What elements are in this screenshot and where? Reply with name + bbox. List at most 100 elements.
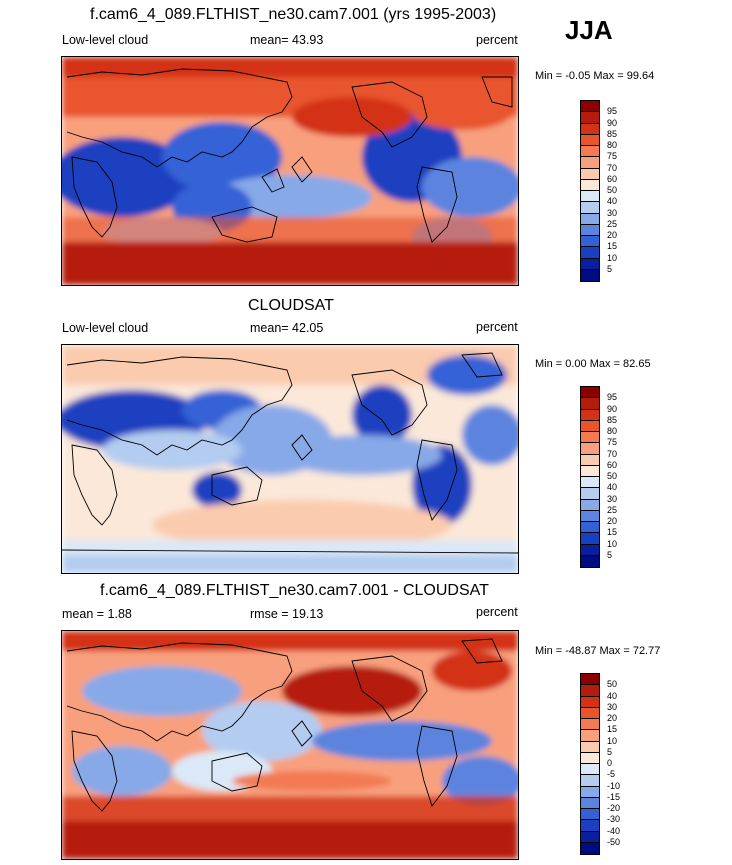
colorbar-segments: [581, 674, 599, 854]
colorbar-tick-label: 95: [607, 106, 618, 117]
colorbar-tick-label: -30: [607, 814, 621, 825]
colorbar-swatch: [581, 809, 599, 821]
colorbar-swatch: [581, 224, 599, 236]
colorbar-swatch: [581, 786, 599, 798]
colorbar-tick-label: 80: [607, 426, 618, 436]
colorbar-swatch: [581, 730, 599, 742]
colorbar-swatch: [581, 488, 599, 500]
colorbar-tick-label: 20: [607, 230, 618, 240]
colorbar-tick-label: 90: [607, 117, 618, 128]
season-label: JJA: [565, 15, 613, 45]
colorbar-tick-label: 5: [607, 746, 613, 757]
colorbar-swatch: [581, 236, 599, 248]
colorbar-tick-label: 30: [607, 701, 618, 712]
colorbar-swatch: [581, 741, 599, 753]
colorbar-swatch: [581, 146, 599, 158]
colorbar-swatch: [581, 752, 599, 764]
colorbar-swatch: [581, 842, 599, 854]
panel-title: CLOUDSAT: [248, 297, 334, 314]
colorbar-swatch: [581, 179, 599, 191]
panel-units-label: percent: [476, 320, 518, 334]
colorbar-tick-label: 10: [607, 735, 618, 746]
colorbar-tick-label: 75: [607, 437, 618, 448]
colorbar-swatch: [581, 432, 599, 444]
colorbar-tick-label: 10: [607, 252, 618, 263]
colorbar-tick-label: -20: [607, 803, 621, 813]
colorbar-swatch: [581, 685, 599, 697]
colorbar-tick-label: -50: [607, 836, 621, 847]
colorbar-swatch: [581, 719, 599, 731]
colorbar-tick-label: 15: [607, 724, 618, 735]
colorbar-tick-label: 10: [607, 538, 618, 549]
colorbar-swatch: [581, 398, 599, 410]
colorbar-diff: [580, 673, 600, 855]
colorbar-tick-label: 85: [607, 128, 618, 139]
panel-minmax: Min = 0.00 Max = 82.65: [535, 358, 651, 370]
colorbar-tick-label: 25: [607, 504, 618, 515]
colorbar-segments: [581, 387, 599, 567]
colorbar-swatch: [581, 674, 599, 686]
colorbar-swatch: [581, 157, 599, 169]
colorbar-swatch: [581, 387, 599, 399]
colorbar-tick-label: -5: [607, 769, 616, 780]
colorbar-swatch: [581, 775, 599, 787]
panel-mean-label: mean= 43.93: [250, 33, 324, 47]
colorbar-swatch: [581, 510, 599, 522]
colorbar-swatch: [581, 123, 599, 135]
colorbar-tick-label: 15: [607, 527, 618, 538]
colorbar-tick-label: 20: [607, 713, 618, 723]
colorbar-tick-label: 85: [607, 414, 618, 425]
colorbar-swatch: [581, 420, 599, 432]
colorbar-tick-label: 60: [607, 173, 618, 184]
colorbar-tick-label: 50: [607, 471, 618, 481]
colorbar-swatch: [581, 112, 599, 124]
panel-mean-label: mean= 42.05: [250, 321, 324, 335]
colorbar-swatch: [581, 101, 599, 113]
colorbar-tick-label: -10: [607, 780, 621, 791]
panel-title: f.cam6_4_089.FLTHIST_ne30.cam7.001 - CLO…: [100, 582, 489, 599]
colorbar-swatch: [581, 213, 599, 225]
colorbar-tick-label: 50: [607, 185, 618, 195]
obs-cloud-map: [61, 344, 519, 574]
colorbar-tick-label: 40: [607, 690, 618, 701]
colorbar-swatch: [581, 820, 599, 832]
colorbar-tick-label: -15: [607, 791, 621, 802]
colorbar-swatch: [581, 168, 599, 180]
colorbar-tick-label: 75: [607, 151, 618, 162]
colorbar-swatch: [581, 707, 599, 719]
colorbar-tick-label: 95: [607, 392, 618, 403]
diff-cloud-map: [61, 630, 519, 860]
colorbar-labels: 50 40 30 20 15 10 5 0 -5 -10 -15 -20 -30 -40 -50: [607, 673, 637, 855]
colorbar-swatch: [581, 134, 599, 146]
panel-left-label: mean = 1.88: [62, 607, 132, 621]
colorbar-tick-label: 5: [607, 263, 613, 274]
colorbar-labels: 95 90 85 80 75 70 60 50 40 30 25 20 15 10 5: [607, 386, 637, 568]
colorbar-swatch: [581, 409, 599, 421]
model-map-field: [62, 57, 518, 285]
colorbar-tick-label: 30: [607, 207, 618, 218]
panel-minmax: Min = -48.87 Max = 72.77: [535, 645, 661, 657]
colorbar-tick-label: 5: [607, 549, 613, 560]
colorbar-segments: [581, 101, 599, 281]
colorbar-swatch: [581, 454, 599, 466]
colorbar-obs: [580, 386, 600, 568]
panel-mean-label: rmse = 19.13: [250, 607, 324, 621]
colorbar-swatch: [581, 477, 599, 489]
obs-map-field: [62, 345, 518, 573]
colorbar-tick-label: 80: [607, 140, 618, 150]
colorbar-tick-label: 0: [607, 758, 613, 768]
colorbar-swatch: [581, 202, 599, 214]
diff-map-field: [62, 631, 518, 859]
colorbar-swatch: [581, 533, 599, 545]
colorbar-tick-label: 25: [607, 218, 618, 229]
colorbar-tick-label: 70: [607, 162, 618, 173]
colorbar-tick-label: 40: [607, 196, 618, 207]
colorbar-swatch: [581, 522, 599, 534]
colorbar-tick-label: 70: [607, 448, 618, 459]
colorbar-swatch: [581, 247, 599, 259]
panel-title: f.cam6_4_089.FLTHIST_ne30.cam7.001 (yrs …: [90, 6, 497, 23]
colorbar-swatch: [581, 465, 599, 477]
colorbar-swatch: [581, 831, 599, 843]
panel-left-label: Low-level cloud: [62, 33, 149, 47]
colorbar-model: [580, 100, 600, 282]
